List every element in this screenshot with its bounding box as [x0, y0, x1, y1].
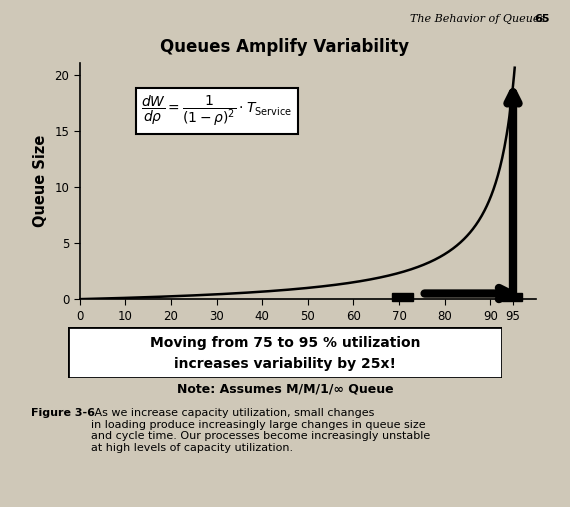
Text: The Behavior of Queues: The Behavior of Queues	[410, 14, 545, 24]
Text: increases variability by 25x!: increases variability by 25x!	[174, 356, 396, 371]
Bar	[502, 293, 522, 301]
Text: Queues Amplify Variability: Queues Amplify Variability	[160, 38, 410, 56]
Bar	[392, 293, 413, 301]
Text: Note: Assumes M/M/1/∞ Queue: Note: Assumes M/M/1/∞ Queue	[177, 383, 393, 396]
Text: $\dfrac{dW}{d\rho} = \dfrac{1}{(1-\rho)^2} \cdot T_{\mathrm{Service}}$: $\dfrac{dW}{d\rho} = \dfrac{1}{(1-\rho)^…	[141, 93, 292, 128]
Text: Figure 3-6: Figure 3-6	[31, 408, 95, 418]
Text: Moving from 75 to 95 % utilization: Moving from 75 to 95 % utilization	[150, 336, 420, 350]
Y-axis label: Queue Size: Queue Size	[32, 135, 47, 228]
Text: 65: 65	[535, 14, 550, 24]
X-axis label: Percent Capacity Utilization: Percent Capacity Utilization	[192, 330, 424, 344]
FancyBboxPatch shape	[68, 327, 502, 378]
Text: As we increase capacity utilization, small changes
in loading produce increasing: As we increase capacity utilization, sma…	[91, 408, 430, 453]
